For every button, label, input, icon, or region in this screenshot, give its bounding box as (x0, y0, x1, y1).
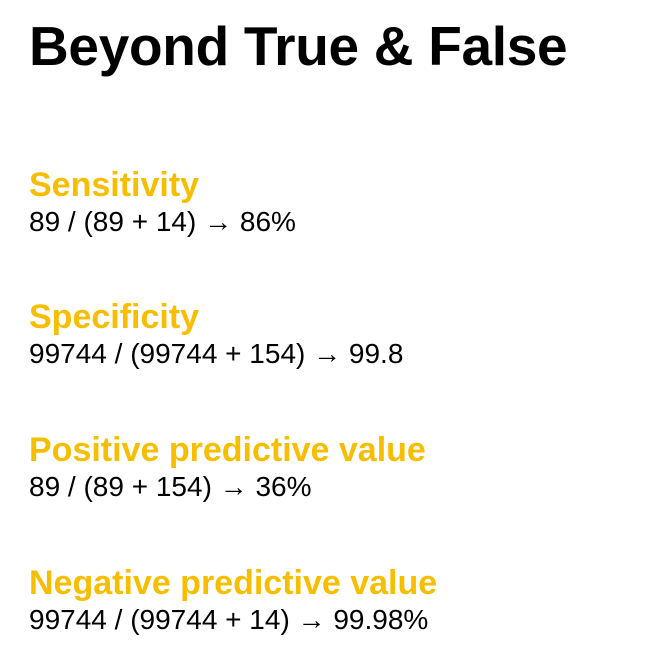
metric-formula: 89 / (89 + 14) → 86% (29, 206, 296, 237)
metric-positive-predictive-value: Positive predictive value 89 / (89 + 154… (29, 430, 426, 504)
metric-formula: 99744 / (99744 + 14) → 99.98% (29, 604, 429, 635)
metric-specificity: Specificity 99744 / (99744 + 154) → 99.8 (29, 297, 403, 371)
metric-sensitivity: Sensitivity 89 / (89 + 14) → 86% (29, 165, 296, 239)
metric-negative-predictive-value: Negative predictive value 99744 / (99744… (29, 563, 437, 637)
metric-formula: 99744 / (99744 + 154) → 99.8 (29, 338, 404, 369)
metric-heading: Positive predictive value (29, 431, 426, 469)
slide-title: Beyond True & False (29, 15, 568, 77)
metric-heading: Specificity (29, 298, 200, 336)
metric-heading: Sensitivity (29, 166, 200, 204)
metric-formula: 89 / (89 + 154) → 36% (29, 471, 312, 502)
metric-heading: Negative predictive value (29, 564, 438, 602)
